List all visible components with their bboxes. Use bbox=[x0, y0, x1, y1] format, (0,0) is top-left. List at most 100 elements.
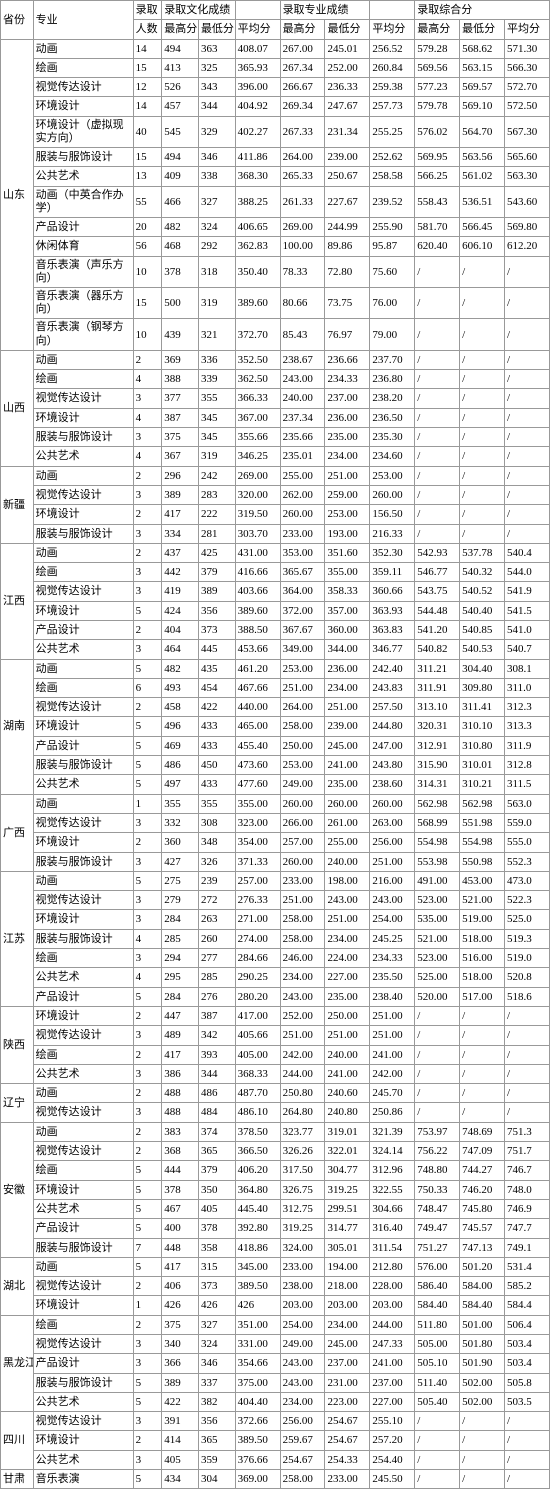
table-row: 江苏动画5275239257.00233.00198.00216.00491.0… bbox=[1, 871, 550, 890]
data-cell: 569.80 bbox=[505, 218, 550, 237]
data-cell: 453.66 bbox=[235, 640, 280, 659]
data-cell: 253.00 bbox=[280, 756, 325, 775]
data-cell: 环境设计 bbox=[33, 833, 133, 852]
table-row: 黑龙江绘画2375327351.00254.00234.00244.00511.… bbox=[1, 1315, 550, 1334]
data-cell: 绘画 bbox=[33, 949, 133, 968]
data-cell: 服装与服饰设计 bbox=[33, 852, 133, 871]
data-cell: 491.00 bbox=[415, 871, 460, 890]
data-cell: 244.80 bbox=[370, 717, 415, 736]
data-cell: 540.85 bbox=[460, 621, 505, 640]
data-cell: 3 bbox=[133, 524, 162, 543]
data-cell: 视觉传达设计 bbox=[33, 1277, 133, 1296]
data-cell: 227.00 bbox=[325, 968, 370, 987]
table-row: 公共艺术3405359376.66254.67254.33254.40/// bbox=[1, 1450, 550, 1469]
data-cell: 497 bbox=[162, 775, 199, 794]
data-cell: / bbox=[460, 524, 505, 543]
data-cell: 321 bbox=[198, 319, 235, 350]
data-cell: 环境设计 bbox=[33, 408, 133, 427]
data-cell: / bbox=[460, 350, 505, 369]
data-cell: 音乐表演（声乐方向） bbox=[33, 256, 133, 287]
data-cell: 233.00 bbox=[280, 871, 325, 890]
data-cell: 100.00 bbox=[280, 237, 325, 256]
data-cell: 408.07 bbox=[235, 39, 280, 58]
header-blank1 bbox=[235, 1, 280, 20]
data-cell: 310.10 bbox=[460, 717, 505, 736]
data-cell: 254.00 bbox=[280, 1315, 325, 1334]
header-blank2 bbox=[370, 1, 415, 20]
data-cell: 584.00 bbox=[460, 1277, 505, 1296]
header-count: 人数 bbox=[133, 20, 162, 39]
data-cell: 552.3 bbox=[505, 852, 550, 871]
data-cell: 550.98 bbox=[460, 852, 505, 871]
data-cell: 311.9 bbox=[505, 736, 550, 755]
data-cell: / bbox=[415, 408, 460, 427]
header-major: 专业 bbox=[33, 1, 133, 40]
data-cell: 251.00 bbox=[280, 891, 325, 910]
data-cell: 260.00 bbox=[280, 794, 325, 813]
data-cell: / bbox=[415, 1431, 460, 1450]
data-cell: 5 bbox=[133, 871, 162, 890]
data-cell: 358.33 bbox=[325, 582, 370, 601]
data-cell: 411.86 bbox=[235, 148, 280, 167]
data-cell: 284.66 bbox=[235, 949, 280, 968]
data-cell: 222 bbox=[198, 505, 235, 524]
data-cell: 303.70 bbox=[235, 524, 280, 543]
data-cell: 756.22 bbox=[415, 1142, 460, 1161]
data-cell: 367.00 bbox=[235, 408, 280, 427]
data-cell: 251.00 bbox=[370, 852, 415, 871]
data-cell: 422 bbox=[162, 1392, 199, 1411]
data-cell: 417 bbox=[162, 1045, 199, 1064]
data-cell: 453.00 bbox=[460, 871, 505, 890]
data-cell: 203.00 bbox=[370, 1296, 415, 1315]
data-cell: 334 bbox=[162, 524, 199, 543]
data-cell: / bbox=[505, 370, 550, 389]
data-cell: 95.87 bbox=[370, 237, 415, 256]
data-cell: 543.75 bbox=[415, 582, 460, 601]
data-cell: 228.00 bbox=[370, 1277, 415, 1296]
data-cell: 344.00 bbox=[325, 640, 370, 659]
data-cell: 554.98 bbox=[460, 833, 505, 852]
data-cell: 542.93 bbox=[415, 543, 460, 562]
data-cell: 263 bbox=[198, 910, 235, 929]
data-cell: 315.90 bbox=[415, 756, 460, 775]
data-cell: 389.50 bbox=[235, 1277, 280, 1296]
data-cell: 236.50 bbox=[370, 408, 415, 427]
data-cell: 535.00 bbox=[415, 910, 460, 929]
data-cell: 258.00 bbox=[280, 929, 325, 948]
data-cell: 563.56 bbox=[460, 148, 505, 167]
data-cell: 326 bbox=[198, 852, 235, 871]
data-cell: 505.40 bbox=[415, 1392, 460, 1411]
data-cell: 251.00 bbox=[370, 1026, 415, 1045]
data-cell: 319.01 bbox=[325, 1122, 370, 1141]
data-cell: 521.00 bbox=[460, 891, 505, 910]
data-cell: 506.4 bbox=[505, 1315, 550, 1334]
data-cell: 388.25 bbox=[235, 186, 280, 217]
data-cell: 326.75 bbox=[280, 1180, 325, 1199]
data-cell: 237.00 bbox=[325, 389, 370, 408]
data-cell: 247.33 bbox=[370, 1334, 415, 1353]
data-cell: 344 bbox=[198, 1064, 235, 1083]
data-cell: 2 bbox=[133, 350, 162, 369]
data-cell: / bbox=[415, 505, 460, 524]
data-cell: 540.82 bbox=[415, 640, 460, 659]
data-cell: 76.97 bbox=[325, 319, 370, 350]
data-cell: 80.66 bbox=[280, 288, 325, 319]
data-cell: 392.80 bbox=[235, 1219, 280, 1238]
data-cell: 285 bbox=[198, 968, 235, 987]
data-cell: 254.40 bbox=[370, 1450, 415, 1469]
table-row: 山东动画14494363408.07267.00245.01256.52579.… bbox=[1, 39, 550, 58]
table-row: 新疆动画2296242269.00255.00251.00253.00/// bbox=[1, 466, 550, 485]
data-cell: 254.67 bbox=[280, 1450, 325, 1469]
data-cell: 255.00 bbox=[280, 466, 325, 485]
data-cell: 动画 bbox=[33, 350, 133, 369]
data-cell: 745.80 bbox=[460, 1199, 505, 1218]
data-cell: 372.00 bbox=[280, 601, 325, 620]
data-cell: 262.00 bbox=[280, 485, 325, 504]
data-cell: 249.00 bbox=[280, 775, 325, 794]
table-row: 环境设计2360348354.00257.00255.00256.00554.9… bbox=[1, 833, 550, 852]
data-cell: 视觉传达设计 bbox=[33, 1412, 133, 1431]
data-cell: 360.66 bbox=[370, 582, 415, 601]
data-cell: 视觉传达设计 bbox=[33, 813, 133, 832]
data-cell: 242.00 bbox=[280, 1045, 325, 1064]
data-cell: 373 bbox=[198, 621, 235, 640]
